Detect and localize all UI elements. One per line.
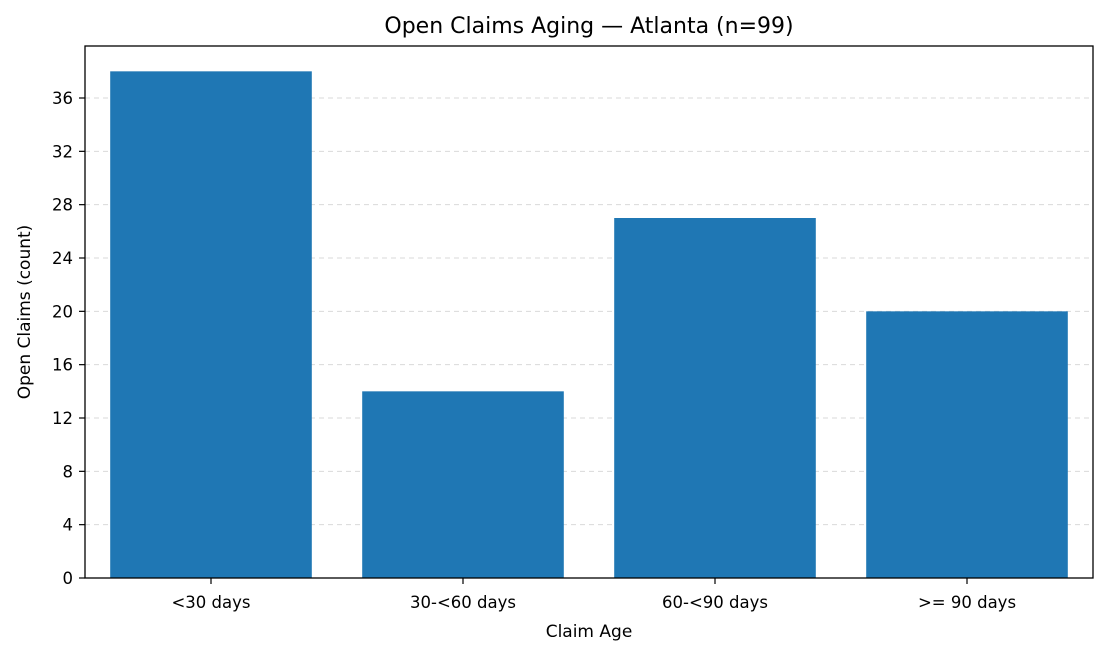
y-tick-label: 12 — [52, 409, 73, 428]
x-tick-label: 30-<60 days — [410, 593, 516, 612]
y-axis: 0 4 8 12 16 20 24 28 32 36 — [52, 89, 85, 588]
x-tick-label: <30 days — [171, 593, 250, 612]
y-axis-label: Open Claims (count) — [15, 225, 35, 400]
x-axis-label: Claim Age — [546, 622, 633, 642]
y-tick-label: 28 — [52, 196, 73, 215]
x-tick-label: >= 90 days — [918, 593, 1016, 612]
x-axis: <30 days 30-<60 days 60-<90 days >= 90 days — [171, 578, 1016, 612]
y-tick-label: 4 — [63, 516, 74, 535]
bar — [362, 391, 564, 578]
y-tick-label: 32 — [52, 142, 73, 161]
y-tick-label: 16 — [52, 356, 73, 375]
bars — [110, 71, 1068, 578]
x-tick-label: 60-<90 days — [662, 593, 768, 612]
bar — [866, 311, 1068, 578]
y-tick-label: 36 — [52, 89, 73, 108]
y-tick-label: 0 — [63, 569, 74, 588]
chart-title: Open Claims Aging — Atlanta (n=99) — [384, 14, 793, 39]
y-tick-label: 24 — [52, 249, 73, 268]
y-tick-label: 20 — [52, 302, 73, 321]
bar — [614, 218, 816, 578]
bar — [110, 71, 312, 578]
plot-frame — [84, 45, 1094, 579]
y-tick-label: 8 — [63, 462, 74, 481]
